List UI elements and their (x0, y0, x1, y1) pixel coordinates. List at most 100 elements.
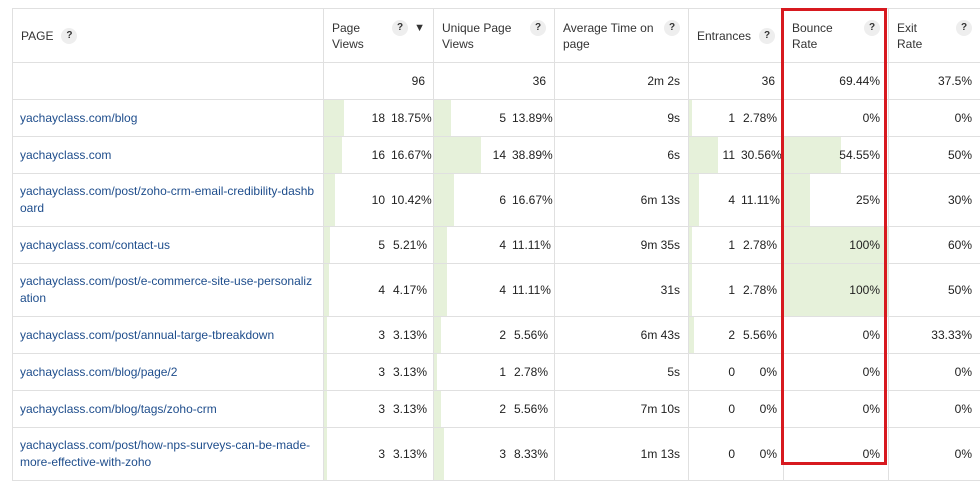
unique-cell-percent: 5.56% (512, 402, 548, 416)
col-bounce-rate[interactable]: Bounce Rate? (784, 9, 889, 63)
exit-cell: 60% (889, 227, 980, 264)
page-link[interactable]: yachayclass.com/post/e-commerce-site-use… (20, 273, 317, 307)
unique-cell-value: 2 (499, 328, 506, 342)
exit-value: 50% (889, 148, 980, 162)
col-entrances[interactable]: Entrances? (689, 9, 784, 63)
avgtime-value: 31s (555, 283, 688, 297)
help-icon[interactable]: ? (61, 28, 77, 44)
pageviews-cell-percent: 16.67% (391, 148, 427, 162)
bounce-cell: 0% (784, 391, 889, 428)
exit-value: 0% (889, 365, 980, 379)
page-cell: yachayclass.com/post/e-commerce-site-use… (13, 264, 324, 317)
page-link[interactable]: yachayclass.com/contact-us (20, 237, 317, 254)
help-icon[interactable]: ? (956, 20, 972, 36)
col-unique-label: Unique Page Views (442, 20, 522, 52)
entrances-cell-value: 1 (728, 111, 735, 125)
pageviews-cell-percent: 3.13% (391, 447, 427, 461)
totals-avgtime: 2m 2s (555, 63, 689, 100)
page-link[interactable]: yachayclass.com (20, 147, 317, 164)
bounce-cell: 100% (784, 264, 889, 317)
exit-cell: 0% (889, 354, 980, 391)
col-unique-page-views[interactable]: Unique Page Views? (434, 9, 555, 63)
sort-desc-icon[interactable]: ▼ (414, 20, 425, 36)
page-cell: yachayclass.com/post/how-nps-surveys-can… (13, 428, 324, 481)
pageviews-cell-percent: 10.42% (391, 193, 427, 207)
bounce-value: 0% (784, 111, 888, 125)
page-link[interactable]: yachayclass.com/blog (20, 110, 317, 127)
pageviews-cell-value: 16 (372, 148, 385, 162)
entrances-cell-percent: 0% (741, 365, 777, 379)
exit-cell: 30% (889, 174, 980, 227)
page-link[interactable]: yachayclass.com/blog/page/2 (20, 364, 317, 381)
page-cell: yachayclass.com/blog/page/2 (13, 354, 324, 391)
totals-exit: 37.5% (889, 63, 980, 100)
analytics-table: PAGE? Page Views?▼ Unique Page Views? Av… (12, 8, 980, 481)
help-icon[interactable]: ? (864, 20, 880, 36)
bounce-cell: 100% (784, 227, 889, 264)
col-exit-rate[interactable]: Exit Rate? (889, 9, 980, 63)
page-cell: yachayclass.com/blog/tags/zoho-crm (13, 391, 324, 428)
col-avg-time[interactable]: Average Time on page? (555, 9, 689, 63)
avgtime-value: 9m 35s (555, 238, 688, 252)
page-link[interactable]: yachayclass.com/post/zoho-crm-email-cred… (20, 183, 317, 217)
page-link[interactable]: yachayclass.com/post/annual-targe-tbreak… (20, 327, 317, 344)
col-exit-label: Exit Rate (897, 20, 927, 52)
help-icon[interactable]: ? (530, 20, 546, 36)
col-avg-time-label: Average Time on page (563, 20, 658, 52)
unique-cell-percent: 11.11% (512, 283, 548, 297)
pageviews-cell-percent: 3.13% (391, 365, 427, 379)
unique-cell-value: 5 (499, 111, 506, 125)
entrances-cell-value: 1 (728, 283, 735, 297)
entrances-cell-value: 4 (728, 193, 735, 207)
entrances-cell-value: 2 (728, 328, 735, 342)
totals-page (13, 63, 324, 100)
unique-cell-value: 3 (499, 447, 506, 461)
pageviews-cell-percent: 3.13% (391, 402, 427, 416)
help-icon[interactable]: ? (664, 20, 680, 36)
col-page-views[interactable]: Page Views?▼ (324, 9, 434, 63)
table-row: yachayclass.com/post/zoho-crm-email-cred… (13, 174, 980, 227)
avgtime-value: 6s (555, 148, 688, 162)
exit-value: 0% (889, 447, 980, 461)
page-cell: yachayclass.com/post/annual-targe-tbreak… (13, 317, 324, 354)
page-cell: yachayclass.com/contact-us (13, 227, 324, 264)
pageviews-cell-value: 10 (372, 193, 385, 207)
col-page[interactable]: PAGE? (13, 9, 324, 63)
pageviews-cell-percent: 4.17% (391, 283, 427, 297)
page-cell: yachayclass.com/blog (13, 100, 324, 137)
page-link[interactable]: yachayclass.com/blog/tags/zoho-crm (20, 401, 317, 418)
help-icon[interactable]: ? (759, 28, 775, 44)
pageviews-cell-value: 3 (378, 328, 385, 342)
bounce-value: 25% (784, 193, 888, 207)
unique-cell-value: 4 (499, 238, 506, 252)
exit-cell: 33.33% (889, 317, 980, 354)
exit-cell: 0% (889, 100, 980, 137)
table-row: yachayclass.com/post/annual-targe-tbreak… (13, 317, 980, 354)
col-entrances-label: Entrances (697, 28, 751, 44)
unique-cell-value: 1 (499, 365, 506, 379)
avgtime-cell: 6s (555, 137, 689, 174)
entrances-cell-percent: 30.56% (741, 148, 777, 162)
bounce-value: 0% (784, 402, 888, 416)
entrances-cell-percent: 0% (741, 447, 777, 461)
page-link[interactable]: yachayclass.com/post/how-nps-surveys-can… (20, 437, 317, 471)
col-page-label: PAGE (21, 28, 53, 44)
bounce-value: 0% (784, 447, 888, 461)
bounce-value: 54.55% (784, 148, 888, 162)
avgtime-cell: 9s (555, 100, 689, 137)
avgtime-cell: 31s (555, 264, 689, 317)
bounce-cell: 0% (784, 354, 889, 391)
help-icon[interactable]: ? (392, 20, 408, 36)
